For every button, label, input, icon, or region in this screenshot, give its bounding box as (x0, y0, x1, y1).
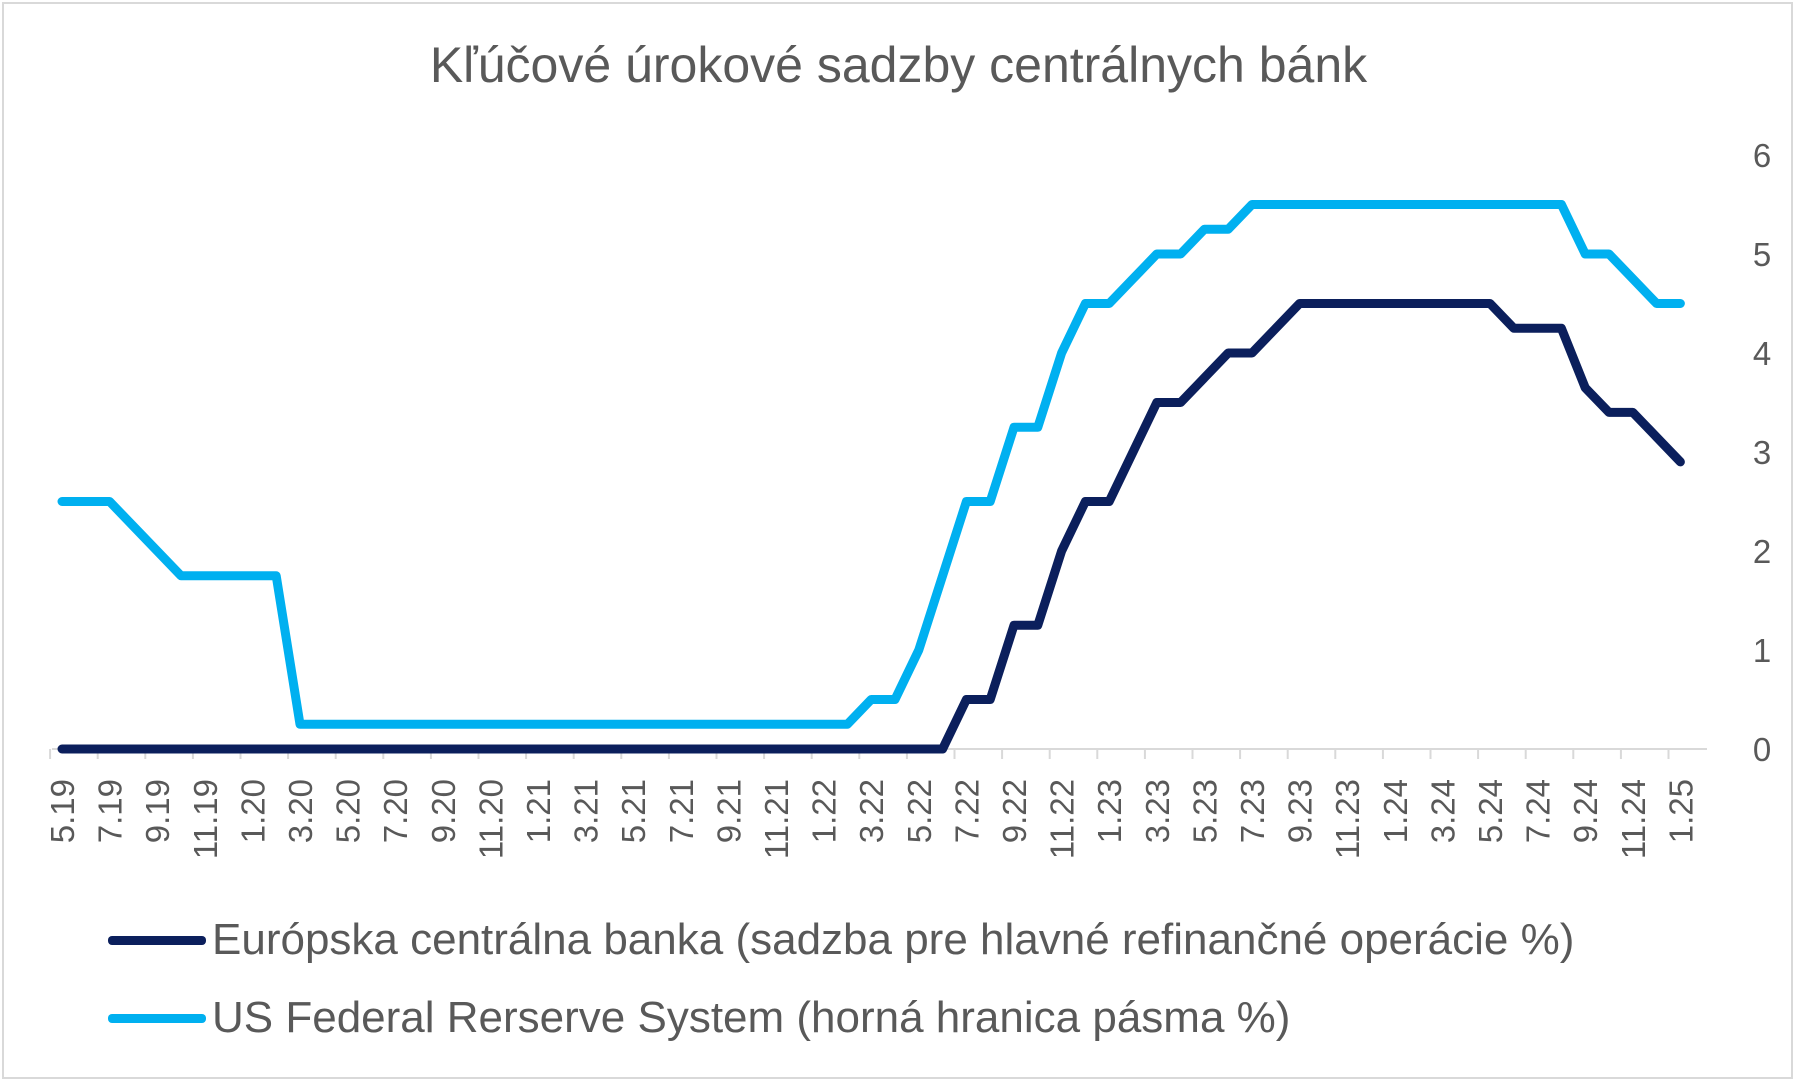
x-tick-label: 1.21 (520, 779, 557, 843)
x-tick-label: 1.23 (1091, 779, 1128, 843)
chart-title: Kľúčové úrokové sadzby centrálnych bánk (429, 37, 1368, 93)
x-tick-label: 3.24 (1424, 779, 1461, 843)
y-tick-label: 1 (1753, 632, 1771, 669)
legend-swatch-ecb (108, 936, 206, 945)
x-tick-label: 3.21 (568, 779, 605, 843)
x-tick-label: 5.21 (615, 779, 652, 843)
y-tick-label: 3 (1753, 434, 1771, 471)
x-tick-label: 5.24 (1472, 779, 1509, 843)
x-tick-label: 11.22 (1044, 779, 1081, 859)
x-tick-label: 11.21 (758, 779, 795, 859)
x-tick-label: 7.22 (948, 779, 985, 843)
x-tick-label: 5.22 (901, 779, 938, 843)
x-tick-label: 9.19 (139, 779, 176, 843)
x-tick-label: 9.21 (710, 779, 747, 843)
x-tick-label: 11.20 (472, 779, 509, 859)
x-tick-label: 7.19 (92, 779, 129, 843)
x-tick-label: 1.20 (234, 779, 271, 843)
y-tick-label: 5 (1753, 236, 1771, 273)
x-tick-label: 3.20 (282, 779, 319, 843)
y-tick-label: 4 (1753, 335, 1771, 372)
x-tick-label: 9.20 (425, 779, 462, 843)
x-tick-label: 11.19 (187, 779, 224, 859)
series-line-ecb (57, 299, 1685, 754)
x-tick-label: 5.19 (44, 779, 81, 843)
x-tick-label: 1.25 (1662, 779, 1699, 843)
x-tick-label: 1.22 (806, 779, 843, 843)
x-tick-label: 11.24 (1615, 779, 1652, 859)
legend-swatch-fed (108, 1014, 206, 1023)
y-tick-label: 0 (1753, 731, 1771, 768)
x-tick-label: 5.20 (330, 779, 367, 843)
y-tick-label: 2 (1753, 533, 1771, 570)
x-tick-label: 9.24 (1567, 779, 1604, 843)
x-tick-label: 3.23 (1139, 779, 1176, 843)
x-tick-label: 3.22 (853, 779, 890, 843)
x-tick-label: 5.23 (1186, 779, 1223, 843)
x-tick-label: 9.23 (1282, 779, 1319, 843)
x-tick-label: 1.24 (1377, 779, 1414, 843)
series-line-fed (57, 200, 1685, 729)
x-tick-label: 9.22 (996, 779, 1033, 843)
x-tick-label: 11.23 (1329, 779, 1366, 859)
y-tick-label: 6 (1753, 137, 1771, 174)
x-tick-label: 7.23 (1234, 779, 1271, 843)
legend-label-fed: US Federal Rerserve System (horná hranic… (212, 993, 1291, 1042)
x-tick-label: 7.21 (663, 779, 700, 843)
legend-label-ecb: Európska centrálna banka (sadzba pre hla… (212, 915, 1575, 964)
x-tick-label: 7.24 (1520, 779, 1557, 843)
x-tick-label: 7.20 (377, 779, 414, 843)
